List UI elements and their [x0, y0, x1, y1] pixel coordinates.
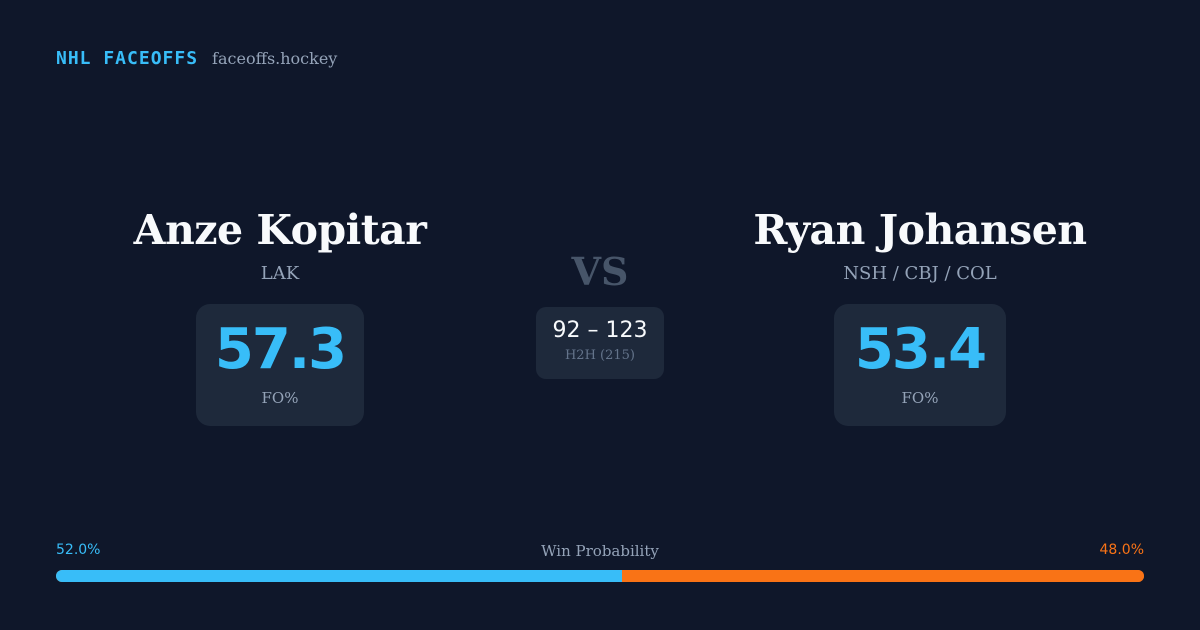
win-probability-title: Win Probability	[541, 542, 659, 560]
h2h-label: H2H (215)	[564, 348, 636, 363]
player-right-stat-card: 53.4 FO%	[834, 304, 1006, 426]
player-left-fo-label: FO%	[261, 389, 299, 407]
player-right-team: NSH / CBJ / COL	[843, 263, 997, 284]
brand-header: NHL FACEOFFS faceoffs.hockey	[56, 48, 337, 69]
versus-label: VS	[571, 249, 629, 294]
player-left-team: LAK	[260, 263, 300, 284]
win-probability-bar-right	[621, 570, 1144, 582]
player-right-name: Ryan Johansen	[753, 206, 1087, 254]
player-left-name: Anze Kopitar	[133, 206, 427, 254]
player-right-fo-pct: 53.4	[854, 317, 987, 382]
win-probability-labels: 52.0% Win Probability 48.0%	[56, 542, 1144, 564]
win-probability-left-value: 52.0%	[56, 542, 101, 558]
h2h-card: 92 – 123 H2H (215)	[536, 307, 664, 379]
player-left-fo-pct: 57.3	[214, 317, 347, 382]
win-probability-right-value: 48.0%	[1099, 542, 1144, 558]
brand-domain: faceoffs.hockey	[212, 49, 338, 68]
player-right-fo-label: FO%	[901, 389, 939, 407]
player-right-panel: Ryan Johansen NSH / CBJ / COL 53.4 FO%	[740, 202, 1100, 426]
player-left-panel: Anze Kopitar LAK 57.3 FO%	[100, 202, 460, 426]
win-probability-bar-left	[56, 570, 622, 582]
brand-name: NHL FACEOFFS	[56, 48, 199, 69]
h2h-score: 92 – 123	[552, 318, 648, 343]
win-probability-bar	[56, 570, 1144, 582]
player-left-stat-card: 57.3 FO%	[196, 304, 364, 426]
